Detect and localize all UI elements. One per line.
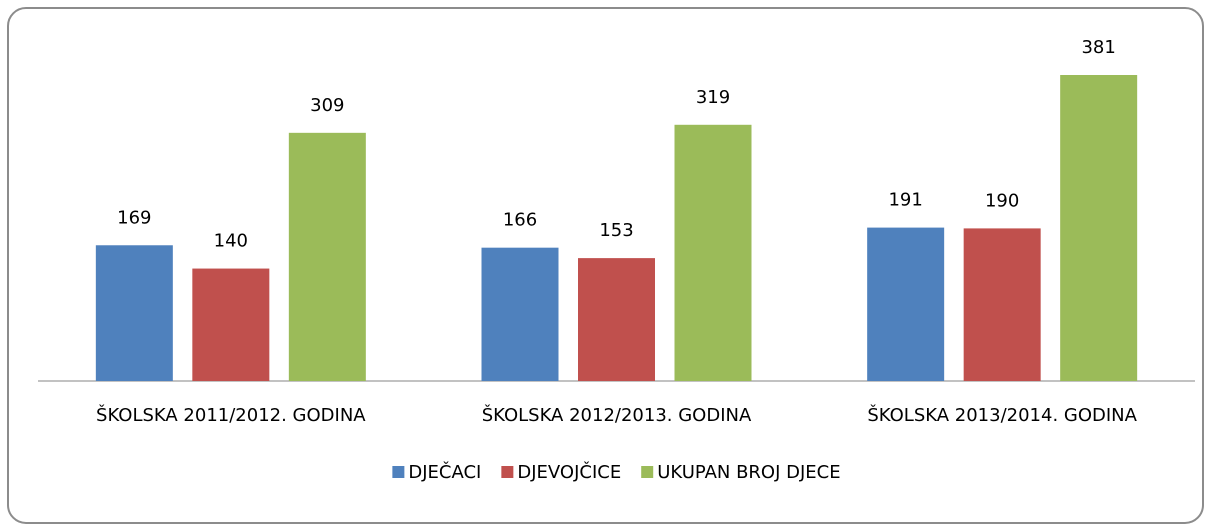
bar	[578, 258, 655, 381]
value-label: 191	[888, 190, 922, 211]
value-label: 319	[696, 87, 730, 108]
value-label: 309	[310, 95, 344, 116]
value-label: 381	[1081, 37, 1115, 58]
value-label: 169	[117, 207, 151, 228]
value-label: 190	[985, 190, 1019, 211]
bar	[867, 227, 945, 381]
x-tick-label: ŠKOLSKA 2012/2013. GODINA	[482, 404, 752, 426]
bar	[288, 132, 366, 381]
x-tick-label: ŠKOLSKA 2013/2014. GODINA	[867, 404, 1137, 426]
legend-swatch	[501, 466, 514, 478]
value-label: 153	[599, 220, 633, 241]
bar	[192, 268, 270, 381]
bar	[95, 245, 173, 381]
legend-label: UKUPAN BROJ DJECE	[657, 462, 840, 483]
bar	[674, 124, 752, 381]
value-label: 140	[214, 231, 248, 252]
value-label: 166	[503, 210, 537, 231]
legend-label: DJEVOJČICE	[517, 461, 621, 483]
x-tick-label: ŠKOLSKA 2011/2012. GODINA	[96, 404, 366, 426]
legend-swatch	[392, 466, 405, 478]
legend-swatch	[641, 466, 654, 478]
bar	[481, 247, 559, 381]
legend-label: DJEČACI	[408, 461, 481, 483]
bar	[1060, 75, 1138, 381]
bar	[963, 228, 1041, 381]
